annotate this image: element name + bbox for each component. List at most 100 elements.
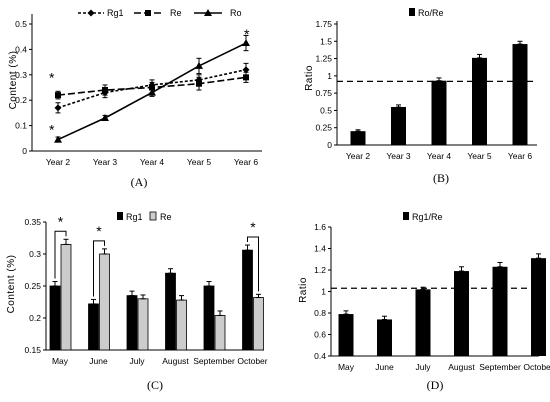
bar-rg1-october bbox=[242, 249, 253, 351]
panel-d-legend: Rg1/Re bbox=[403, 212, 443, 222]
point-ro bbox=[54, 135, 62, 143]
bar-rg1-re-july bbox=[415, 289, 431, 356]
point-rg1 bbox=[54, 104, 62, 112]
y-tick-label: 0.3 bbox=[15, 70, 27, 80]
y-tick-label: 0 bbox=[327, 140, 332, 150]
y-tick-label: 0.4 bbox=[314, 351, 326, 361]
legend-label-rg1: Rg1 bbox=[126, 212, 143, 222]
panel-b-legend: Ro/Re bbox=[409, 8, 444, 18]
significance-star: * bbox=[250, 219, 256, 235]
panel-a-legend: Rg1 Re Ro bbox=[78, 8, 242, 18]
point-ro bbox=[148, 88, 156, 96]
significance-star: * bbox=[96, 223, 102, 239]
point-re bbox=[149, 84, 155, 91]
panel-b: Ratio 0 0.25 0.5 0.75 1 1.25 1.5 1.75 Year 2 Yea… bbox=[304, 8, 537, 185]
panel-c-label: (C) bbox=[147, 378, 163, 392]
panel-d: Ratio 0.4 0.6 0.8 1 1.2 1.4 1.6 May June July Aug… bbox=[298, 212, 550, 392]
bar-ro-re-year-6 bbox=[512, 44, 528, 145]
significance-star: * bbox=[58, 213, 64, 229]
y-tick-label: 1.4 bbox=[314, 244, 326, 254]
x-tick-label-year-6: Year 6 bbox=[508, 151, 533, 161]
bar-rg1-re-august bbox=[454, 271, 469, 356]
significance-bracket bbox=[247, 236, 259, 292]
bar-rg1-june bbox=[88, 303, 99, 351]
bar-rg1-re-september bbox=[492, 266, 508, 356]
x-tick-label-september: September bbox=[479, 362, 521, 372]
y-tick-label: 1 bbox=[321, 287, 326, 297]
bar-re-august bbox=[176, 299, 187, 351]
x-tick-label-year-4: Year 4 bbox=[427, 151, 452, 161]
y-tick-label: 0.2 bbox=[15, 95, 27, 105]
significance-star: * bbox=[49, 121, 55, 137]
bar-re-may bbox=[60, 243, 72, 351]
bar-rg1-august bbox=[165, 272, 176, 351]
significance-bracket bbox=[54, 230, 67, 279]
bar-ro-re-year-4 bbox=[431, 80, 447, 145]
legend-swatch-rg1-re bbox=[403, 212, 409, 220]
x-tick-label-year-2: Year 2 bbox=[46, 157, 71, 167]
legend-label-re: Re bbox=[160, 212, 172, 222]
legend-label-rg1-re: Rg1/Re bbox=[412, 212, 443, 222]
significance-bracket bbox=[93, 240, 105, 297]
y-tick-label: 0.8 bbox=[314, 308, 326, 318]
x-tick-label-august: August bbox=[448, 362, 475, 372]
x-tick-label-year-3: Year 3 bbox=[386, 151, 411, 161]
y-tick-label: 1.75 bbox=[315, 19, 332, 29]
x-tick-label-september: September bbox=[193, 356, 235, 366]
y-tick-label: 1.25 bbox=[315, 54, 332, 64]
panel-c-legend: Rg1 Re bbox=[117, 211, 172, 222]
legend-swatch-ro-re bbox=[409, 8, 415, 16]
y-tick-label: 0 bbox=[22, 146, 27, 156]
significance-star: * bbox=[49, 69, 55, 85]
legend-marker-re bbox=[145, 10, 151, 16]
y-tick-label: 0.2 bbox=[29, 313, 41, 323]
legend-label-ro: Ro bbox=[230, 8, 242, 18]
point-re bbox=[102, 87, 108, 94]
bar-re-june bbox=[99, 253, 110, 351]
x-tick-label-october: October bbox=[523, 362, 550, 372]
point-re bbox=[196, 80, 202, 87]
x-tick-label-may: May bbox=[338, 362, 355, 372]
bar-rg1-september bbox=[203, 285, 215, 351]
y-tick-label: 1.2 bbox=[314, 265, 326, 275]
x-tick-label-year-6: Year 6 bbox=[234, 157, 259, 167]
bar-ro-re-year-3 bbox=[391, 106, 406, 145]
y-tick-label: 1 bbox=[327, 71, 332, 81]
legend-swatch-re bbox=[149, 211, 157, 221]
x-tick-label-year-2: Year 2 bbox=[346, 151, 371, 161]
x-tick-label-october: October bbox=[237, 356, 267, 366]
panel-b-y-axis-label: Ratio bbox=[304, 65, 315, 91]
x-tick-label-year-4: Year 4 bbox=[140, 157, 165, 167]
panel-c-y-axis-label: Content (%) bbox=[6, 255, 17, 314]
bar-rg1-re-october bbox=[531, 258, 546, 356]
bar-ro-re-year-2 bbox=[350, 131, 366, 145]
significance-star: * bbox=[244, 26, 250, 42]
point-rg1 bbox=[242, 66, 250, 74]
y-tick-label: 0.75 bbox=[315, 88, 332, 98]
bar-re-october bbox=[253, 297, 264, 351]
y-tick-label: 0.35 bbox=[24, 217, 41, 227]
bar-re-september bbox=[214, 315, 226, 351]
x-tick-label-june: June bbox=[375, 362, 394, 372]
legend-label-rg1: Rg1 bbox=[107, 8, 124, 18]
y-tick-label: 0.3 bbox=[29, 249, 41, 259]
point-ro bbox=[101, 113, 109, 121]
legend-marker-rg1 bbox=[87, 9, 95, 17]
y-tick-label: 0.25 bbox=[315, 123, 332, 133]
point-ro bbox=[195, 61, 203, 69]
y-tick-label: 0.1 bbox=[15, 121, 27, 131]
point-re bbox=[55, 92, 61, 99]
y-tick-label: 1.5 bbox=[320, 36, 332, 46]
bar-rg1-may bbox=[49, 285, 61, 351]
point-re bbox=[243, 74, 249, 81]
x-tick-label-july: July bbox=[129, 356, 145, 366]
x-tick-label-july: July bbox=[415, 362, 431, 372]
x-tick-label-may: May bbox=[52, 356, 69, 366]
y-tick-label: 0.25 bbox=[24, 281, 41, 291]
legend-label-ro-re: Ro/Re bbox=[418, 8, 444, 18]
y-tick-label: 0.4 bbox=[15, 44, 27, 54]
y-tick-label: 0.5 bbox=[320, 105, 332, 115]
bar-rg1-re-may bbox=[338, 314, 354, 356]
panel-a-label: (A) bbox=[131, 175, 148, 189]
